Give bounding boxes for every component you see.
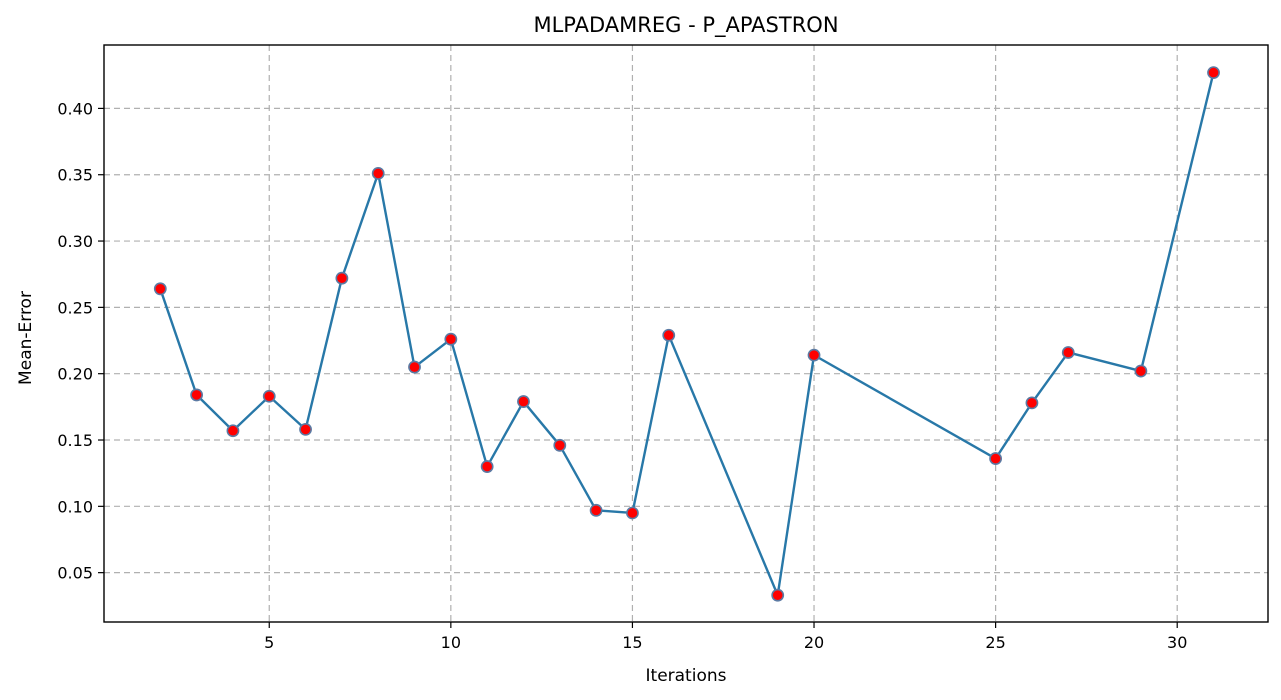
data-point <box>1061 346 1075 359</box>
data-point <box>226 424 240 438</box>
data-point <box>1207 66 1220 79</box>
x-tick-label: 20 <box>804 633 824 652</box>
data-point <box>807 348 821 362</box>
y-tick-label: 0.20 <box>57 365 93 384</box>
data-point <box>771 588 785 602</box>
data-point <box>989 452 1003 465</box>
y-tick-label: 0.05 <box>57 564 93 583</box>
data-point <box>444 332 458 346</box>
y-tick-label: 0.40 <box>57 99 93 118</box>
y-tick-label: 0.10 <box>57 497 93 516</box>
data-point <box>299 423 312 436</box>
data-point <box>480 460 494 473</box>
data-point <box>262 389 276 403</box>
data-point <box>626 506 639 520</box>
y-tick-label: 0.35 <box>57 166 93 185</box>
x-tick-label: 5 <box>264 633 274 652</box>
plot-frame <box>103 44 1269 623</box>
data-point <box>335 271 349 285</box>
y-axis-label: Mean-Error <box>16 291 36 385</box>
y-tick-label: 0.30 <box>57 232 93 251</box>
series-line <box>159 72 1215 597</box>
data-point <box>190 388 204 402</box>
data-point <box>553 438 567 452</box>
data-point <box>408 360 421 374</box>
x-tick-label: 30 <box>1167 633 1187 652</box>
series-layer <box>153 66 1220 602</box>
data-point <box>153 282 167 296</box>
x-axis: 5 10 15 20 25 30 <box>264 622 1187 652</box>
x-tick-label: 15 <box>622 633 642 652</box>
data-point <box>371 166 385 180</box>
data-point <box>517 395 530 408</box>
data-point <box>662 328 676 342</box>
y-axis: 0.05 0.10 0.15 0.20 0.25 0.30 0.35 0.40 <box>57 99 104 583</box>
x-tick-label: 10 <box>441 633 461 652</box>
x-tick-label: 25 <box>985 633 1005 652</box>
y-tick-label: 0.25 <box>57 298 93 317</box>
y-tick-label: 0.15 <box>57 431 93 450</box>
data-point <box>589 503 603 517</box>
chart-title: MLPADAMREG - P_APASTRON <box>533 13 838 38</box>
grid-layer <box>104 45 1268 622</box>
x-axis-label: Iterations <box>646 666 727 686</box>
data-point <box>1134 364 1148 378</box>
data-point <box>1025 396 1039 410</box>
